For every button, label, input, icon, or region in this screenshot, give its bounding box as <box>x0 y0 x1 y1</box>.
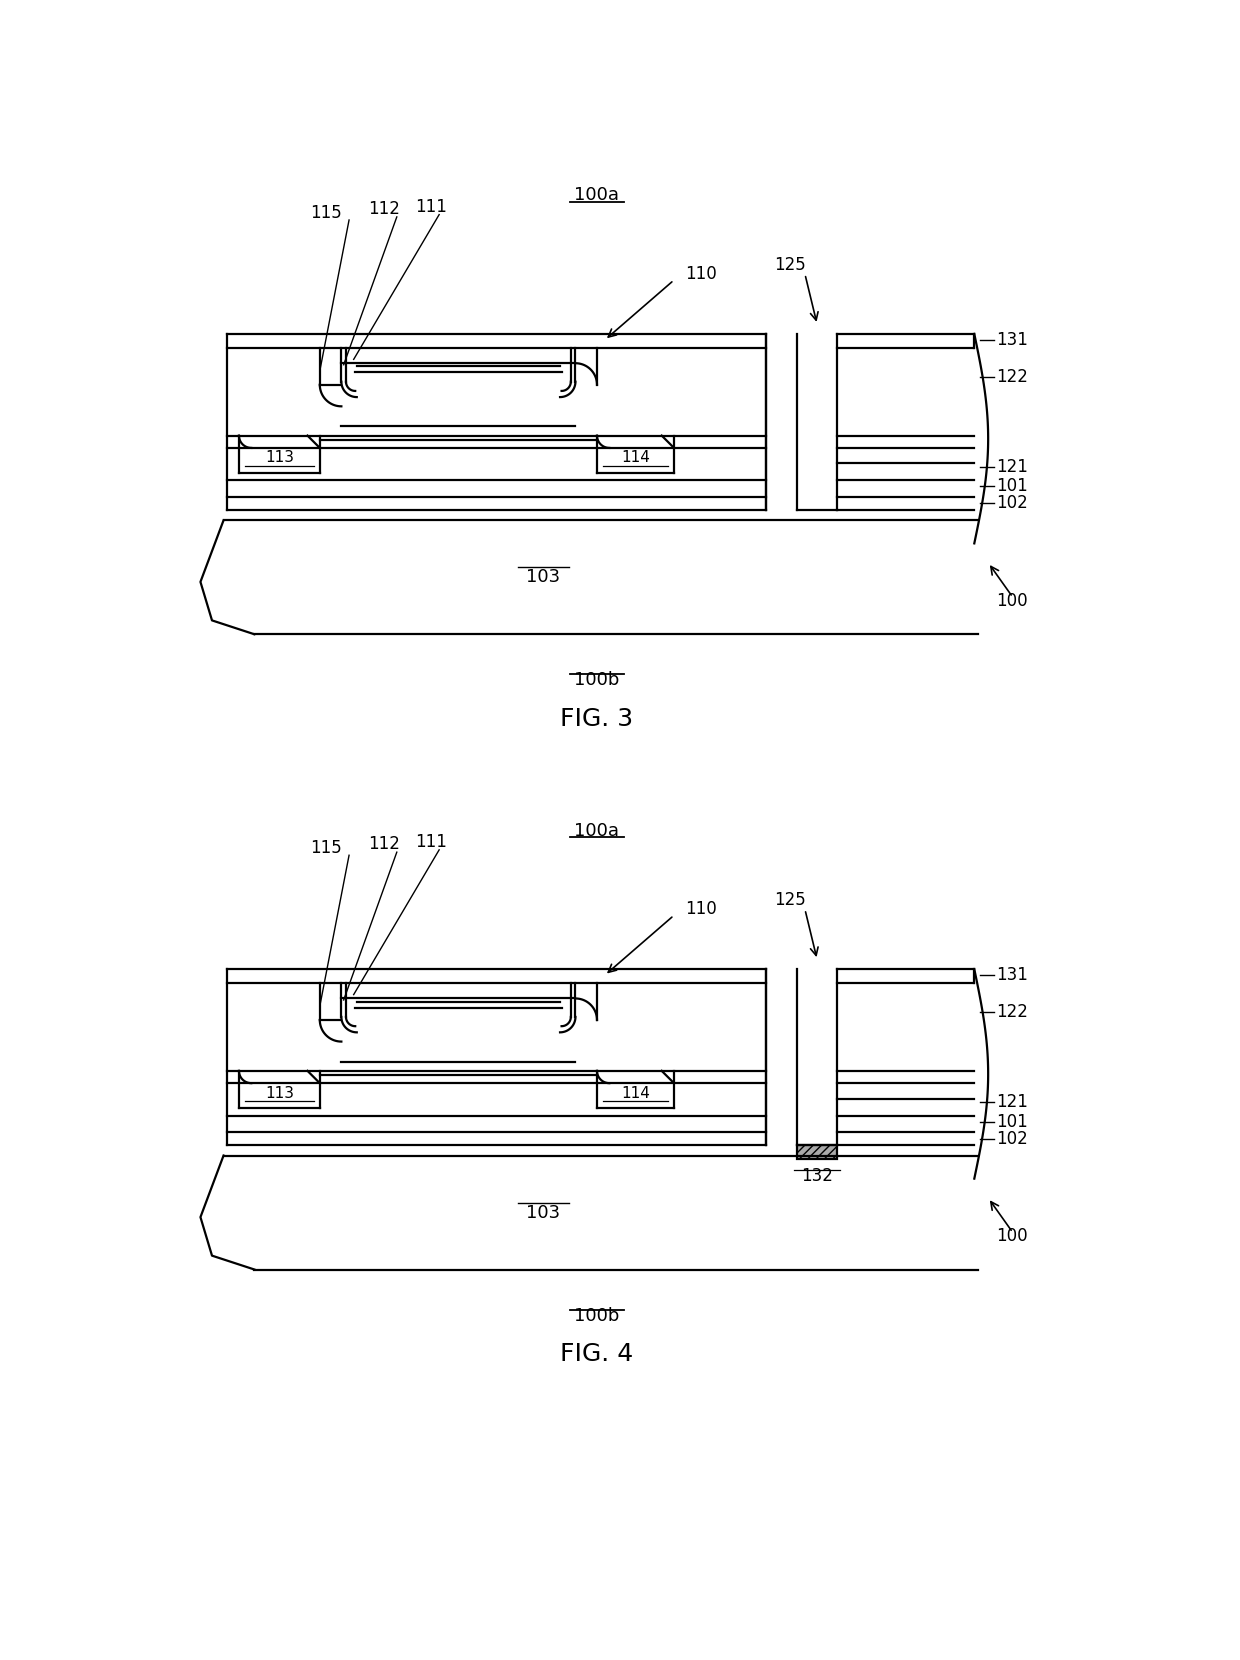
Text: 122: 122 <box>996 1003 1028 1021</box>
Text: 115: 115 <box>310 840 342 857</box>
Text: 100a: 100a <box>574 822 620 840</box>
Text: 112: 112 <box>368 201 399 217</box>
Text: 125: 125 <box>774 256 805 274</box>
Text: 115: 115 <box>310 204 342 222</box>
Text: 100: 100 <box>996 1227 1028 1245</box>
Bar <box>797 1145 837 1159</box>
Text: 110: 110 <box>686 900 717 918</box>
Text: 113: 113 <box>265 1086 294 1101</box>
Text: 125: 125 <box>774 891 805 910</box>
Text: 101: 101 <box>996 1112 1028 1130</box>
Text: FIG. 4: FIG. 4 <box>560 1343 634 1366</box>
Text: 131: 131 <box>996 330 1028 349</box>
Text: 112: 112 <box>368 835 399 853</box>
Text: 100a: 100a <box>574 186 620 204</box>
Text: 100b: 100b <box>574 671 620 689</box>
Text: 100b: 100b <box>574 1306 620 1325</box>
Text: 111: 111 <box>415 198 448 216</box>
Text: 100: 100 <box>996 593 1028 611</box>
Text: 110: 110 <box>686 266 717 282</box>
Text: 114: 114 <box>621 1086 650 1101</box>
Text: 111: 111 <box>415 833 448 852</box>
Text: 122: 122 <box>996 369 1028 387</box>
Text: 114: 114 <box>621 450 650 465</box>
Text: FIG. 3: FIG. 3 <box>560 707 634 730</box>
Text: 131: 131 <box>996 966 1028 984</box>
Text: 101: 101 <box>996 478 1028 495</box>
Text: 102: 102 <box>996 1129 1028 1147</box>
Text: 121: 121 <box>996 1094 1028 1112</box>
Text: 103: 103 <box>526 568 560 586</box>
Text: 113: 113 <box>265 450 294 465</box>
Text: 121: 121 <box>996 458 1028 476</box>
Text: 132: 132 <box>801 1167 833 1185</box>
Text: 102: 102 <box>996 495 1028 513</box>
Text: 103: 103 <box>526 1204 560 1222</box>
